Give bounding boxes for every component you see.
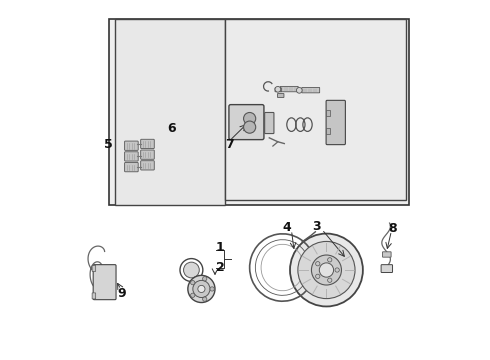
FancyBboxPatch shape [124, 141, 138, 150]
Circle shape [202, 297, 207, 301]
FancyBboxPatch shape [124, 162, 138, 172]
Circle shape [290, 234, 363, 306]
FancyBboxPatch shape [229, 105, 264, 140]
Circle shape [244, 112, 256, 125]
Text: 6: 6 [168, 122, 176, 135]
FancyBboxPatch shape [302, 87, 319, 93]
Text: 5: 5 [104, 138, 113, 151]
Circle shape [191, 293, 195, 297]
FancyBboxPatch shape [280, 86, 298, 92]
Bar [326, 128, 330, 134]
FancyBboxPatch shape [326, 100, 345, 145]
FancyBboxPatch shape [381, 265, 392, 273]
Circle shape [328, 278, 332, 282]
Text: 8: 8 [388, 222, 396, 235]
Circle shape [191, 280, 195, 285]
FancyBboxPatch shape [92, 265, 96, 271]
Circle shape [202, 276, 207, 281]
FancyBboxPatch shape [93, 265, 116, 300]
Circle shape [244, 121, 256, 133]
Circle shape [210, 287, 214, 291]
Circle shape [296, 87, 302, 93]
Bar [115, 19, 225, 205]
Text: 4: 4 [282, 221, 291, 234]
Circle shape [275, 86, 281, 92]
Circle shape [312, 255, 342, 285]
FancyBboxPatch shape [277, 94, 284, 98]
Circle shape [319, 263, 334, 277]
Bar [225, 19, 406, 200]
Text: 1: 1 [216, 241, 224, 255]
Circle shape [198, 285, 205, 293]
FancyBboxPatch shape [265, 112, 274, 134]
Circle shape [335, 268, 339, 272]
Circle shape [184, 262, 199, 278]
Text: 9: 9 [118, 287, 126, 300]
Circle shape [188, 275, 215, 302]
Bar [326, 111, 330, 116]
FancyBboxPatch shape [383, 252, 391, 257]
Circle shape [316, 274, 320, 279]
Circle shape [193, 280, 210, 297]
Text: 7: 7 [225, 139, 234, 152]
Circle shape [316, 262, 320, 266]
FancyBboxPatch shape [141, 150, 154, 159]
FancyBboxPatch shape [92, 293, 96, 299]
Text: 3: 3 [312, 220, 321, 233]
FancyBboxPatch shape [124, 152, 138, 161]
Text: 2: 2 [216, 261, 224, 274]
Circle shape [298, 242, 355, 298]
FancyBboxPatch shape [275, 88, 281, 92]
Bar [109, 19, 409, 205]
FancyBboxPatch shape [141, 161, 154, 170]
Circle shape [328, 258, 332, 262]
FancyBboxPatch shape [141, 139, 154, 149]
